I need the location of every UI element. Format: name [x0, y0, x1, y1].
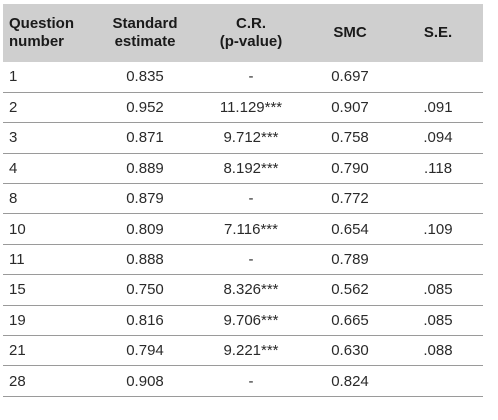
cell-se: .109	[423, 220, 453, 238]
cell-smc: 0.824	[331, 372, 369, 390]
cell-standard-estimate: 0.952	[126, 99, 164, 117]
header-standard-estimate: Standard estimate	[95, 4, 195, 62]
cell-cr: 7.116***	[224, 220, 278, 238]
cell-smc: 0.697	[331, 68, 369, 86]
table-row: 15 0.750 8.326*** 0.562 .085	[3, 275, 483, 306]
cell-se: .085	[423, 311, 453, 329]
cell-se	[393, 366, 483, 396]
cell-standard-estimate: 0.794	[126, 342, 164, 360]
cell-se: .094	[423, 129, 453, 147]
table-row: 19 0.816 9.706*** 0.665 .085	[3, 305, 483, 336]
cell-question-number: 4	[9, 159, 18, 177]
cell-smc: 0.758	[331, 129, 369, 147]
table-row: 1 0.835 - 0.697	[3, 62, 483, 93]
cell-standard-estimate: 0.750	[126, 281, 164, 299]
results-table-container: Question number Standard estimate C.R. (…	[3, 4, 483, 397]
cell-standard-estimate: 0.888	[126, 251, 164, 269]
cell-standard-estimate: 0.871	[126, 129, 164, 147]
cell-cr: -	[248, 190, 254, 208]
table-row: 3 0.871 9.712*** 0.758 .094	[3, 123, 483, 154]
cell-cr: 9.712***	[223, 129, 279, 147]
cell-smc: 0.562	[331, 281, 369, 299]
cell-standard-estimate: 0.879	[126, 190, 164, 208]
cell-question-number: 10	[9, 220, 26, 238]
cell-cr: 8.326***	[223, 281, 279, 299]
table-row: 4 0.889 8.192*** 0.790 .118	[3, 153, 483, 184]
table-header: Question number Standard estimate C.R. (…	[3, 4, 483, 62]
cell-question-number: 1	[9, 68, 18, 86]
cell-question-number: 3	[9, 129, 18, 147]
cell-se: .091	[423, 99, 453, 117]
cell-se	[393, 62, 483, 92]
table-body: 1 0.835 - 0.697 2 0.952 11.129*** 0.907 .091 3 0.8…	[3, 62, 483, 397]
table-row: 21 0.794 9.221*** 0.630 .088	[3, 336, 483, 366]
cell-cr: -	[248, 251, 254, 269]
header-cr-line2: (p-value)	[219, 33, 283, 50]
cell-standard-estimate: 0.809	[126, 220, 164, 238]
header-se: S.E.	[423, 24, 453, 41]
cell-se	[393, 184, 483, 214]
table-row: 2 0.952 11.129*** 0.907 .091	[3, 92, 483, 123]
header-smc: SMC	[333, 24, 367, 41]
header-question-line1: Question	[9, 15, 75, 32]
cell-standard-estimate: 0.816	[126, 311, 164, 329]
cell-question-number: 19	[9, 311, 26, 329]
cell-cr: 9.706***	[223, 311, 279, 329]
cell-question-number: 28	[9, 372, 26, 390]
table-row: 8 0.879 - 0.772	[3, 184, 483, 214]
cell-smc: 0.790	[331, 159, 369, 177]
cell-standard-estimate: 0.835	[126, 68, 164, 86]
cell-se: .118	[423, 159, 453, 177]
cell-question-number: 11	[9, 251, 25, 269]
table-row: 10 0.809 7.116*** 0.654 .109	[3, 214, 483, 245]
header-question-number: Question number	[3, 4, 95, 62]
cell-question-number: 21	[9, 342, 26, 360]
cell-cr: -	[248, 372, 254, 390]
cell-cr: 8.192***	[223, 159, 279, 177]
cell-question-number: 2	[9, 99, 18, 117]
header-standard-line2: estimate	[114, 33, 176, 50]
table-row: 11 0.888 - 0.789	[3, 244, 483, 275]
cell-se: .085	[423, 281, 453, 299]
cell-cr: 9.221***	[223, 342, 279, 360]
cell-smc: 0.630	[331, 342, 369, 360]
header-standard-line1: Standard	[112, 15, 178, 32]
cell-standard-estimate: 0.889	[126, 159, 164, 177]
cell-smc: 0.907	[331, 99, 369, 117]
cell-question-number: 15	[9, 281, 26, 299]
cell-se	[393, 244, 483, 274]
cell-standard-estimate: 0.908	[126, 372, 164, 390]
cell-cr: 11.129***	[219, 99, 283, 117]
cell-smc: 0.772	[331, 190, 369, 208]
cell-smc: 0.654	[331, 220, 369, 238]
cell-smc: 0.789	[331, 251, 369, 269]
cell-se: .088	[423, 342, 453, 360]
header-cr: C.R. (p-value)	[195, 4, 307, 62]
cell-smc: 0.665	[331, 311, 369, 329]
table-row: 28 0.908 - 0.824	[3, 366, 483, 397]
results-table: Question number Standard estimate C.R. (…	[3, 4, 483, 397]
cell-question-number: 8	[9, 190, 18, 208]
cell-cr: -	[248, 68, 254, 86]
header-cr-line1: C.R.	[236, 15, 266, 32]
header-question-line2: number	[9, 33, 65, 50]
header-row: Question number Standard estimate C.R. (…	[3, 4, 483, 62]
